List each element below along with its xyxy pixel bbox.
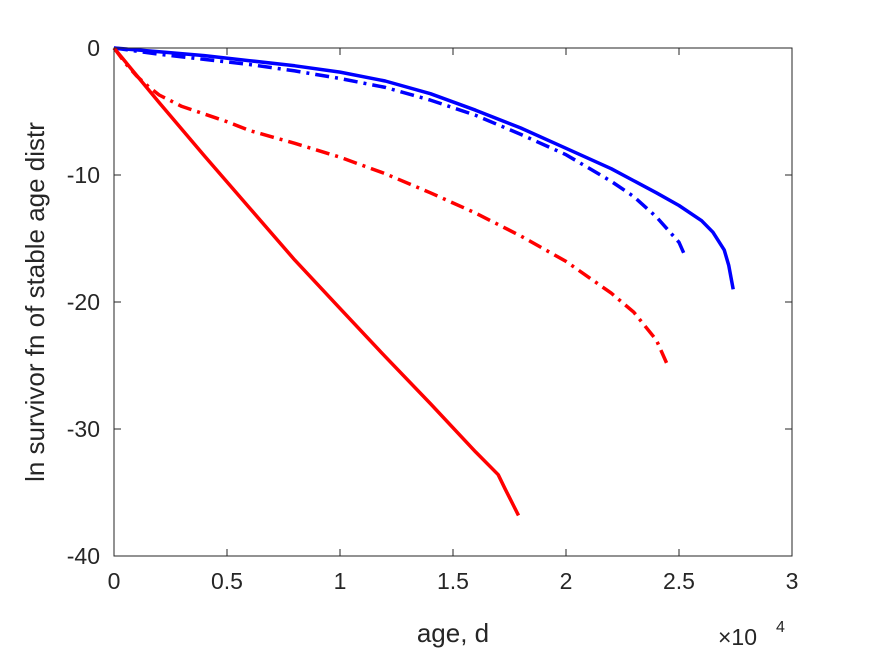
series-line-3 [112,46,670,367]
x-tick-label: 0.5 [211,568,243,594]
series-layer [112,46,735,517]
x-axis-multiplier-exponent: 4 [776,619,785,636]
y-tick-label: -40 [67,543,100,569]
ticks-layer: 0 0.5 1 1.5 2 2.5 3 0 -10 -20 -30 -40 [67,35,799,594]
x-tick-label: 2.5 [663,568,695,594]
x-tick-label: 0 [108,568,121,594]
x-tick-label: 1 [334,568,347,594]
x-tick-label: 2 [560,568,573,594]
y-tick-label: -10 [67,162,100,188]
series-line-4 [112,46,521,517]
y-axis-label: ln survivor fn of stable age distr [20,122,50,482]
y-tick-label: -30 [67,416,100,442]
x-tick-label: 3 [786,568,799,594]
series-line-1 [113,46,735,290]
x-axis-multiplier: ×10 [718,624,757,650]
plot-area [114,48,792,556]
x-tick-label: 1.5 [437,568,469,594]
y-tick-label: 0 [87,35,100,61]
y-tick-label: -20 [67,289,100,315]
x-axis-label: age, d [417,618,489,648]
series-line-2 [113,46,688,259]
